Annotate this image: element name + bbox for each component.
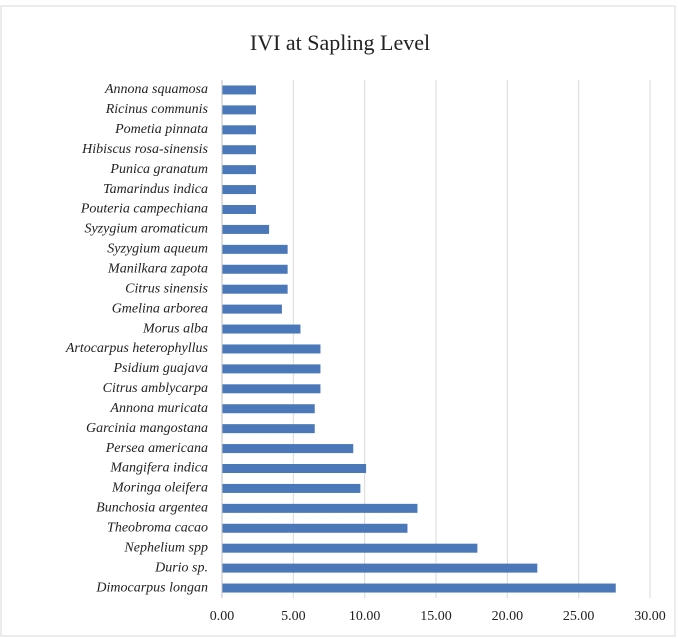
x-tick-label: 0.00 <box>210 609 235 624</box>
x-tick-label: 20.00 <box>492 609 524 624</box>
bar <box>222 205 256 214</box>
bar <box>222 444 354 454</box>
bar <box>222 364 321 374</box>
y-tick-label: Artocarpus heterophyllus <box>65 341 209 356</box>
bar <box>222 583 616 593</box>
bar <box>222 224 270 234</box>
y-tick-label: Dimocarpus longan <box>95 580 208 595</box>
bar <box>222 125 256 135</box>
x-tick-label: 25.00 <box>563 609 595 624</box>
bar <box>222 85 256 95</box>
y-tick-label: Ricinus communis <box>105 102 209 117</box>
bar <box>222 483 361 493</box>
x-tick-label: 5.00 <box>281 609 306 624</box>
y-tick-label: Citrus sinensis <box>125 281 208 296</box>
bar <box>222 185 256 195</box>
y-tick-label: Gmelina arborea <box>112 301 208 316</box>
x-tick-label: 10.00 <box>349 609 381 624</box>
x-tick-label: 30.00 <box>634 609 666 624</box>
bar <box>222 284 288 294</box>
y-tick-label: Theobroma cacao <box>107 520 208 535</box>
y-tick-label: Garcinia mangostana <box>86 421 208 436</box>
x-tick-label: 15.00 <box>420 609 452 624</box>
bar <box>222 145 256 155</box>
bar <box>222 344 321 354</box>
y-tick-label: Manilkara zapota <box>107 261 208 276</box>
y-tick-label: Moringa oleifera <box>111 481 208 496</box>
bar <box>222 324 301 334</box>
bar <box>222 563 538 573</box>
chart-title: IVI at Sapling Level <box>250 30 430 55</box>
y-tick-label: Psidium guajava <box>113 361 209 376</box>
bar <box>222 105 256 115</box>
y-tick-label: Pouteria campechiana <box>80 202 208 217</box>
bar <box>222 523 408 533</box>
y-tick-label: Nephelium spp <box>123 540 208 555</box>
y-tick-label: Hibiscus rosa-sinensis <box>81 142 208 157</box>
y-tick-label: Punica granatum <box>109 162 208 177</box>
chart-border <box>0 5 676 637</box>
bar <box>222 244 288 254</box>
y-tick-label: Syzygium aqueum <box>107 242 208 257</box>
y-tick-label: Syzygium aromaticum <box>84 222 208 237</box>
bar <box>222 464 367 473</box>
y-tick-label: Annona muricata <box>109 401 208 416</box>
y-tick-label: Persea americana <box>105 441 208 456</box>
y-tick-label: Tamarindus indica <box>103 182 208 197</box>
bar <box>222 304 282 314</box>
bar <box>222 264 288 274</box>
y-tick-label: Bunchosia argentea <box>96 501 208 516</box>
bar <box>222 424 315 434</box>
y-tick-label: Annona squamosa <box>104 82 208 97</box>
y-tick-label: Mangifera indica <box>109 461 208 476</box>
bar <box>222 503 418 513</box>
y-tick-label: Citrus amblycarpa <box>103 381 208 396</box>
y-tick-label: Morus alba <box>142 321 208 336</box>
bar <box>222 404 315 414</box>
bar <box>222 384 321 394</box>
y-tick-label: Pometia pinnata <box>114 122 208 137</box>
y-tick-label: Durio sp. <box>154 560 208 575</box>
bar <box>222 543 478 553</box>
bar <box>222 165 256 175</box>
